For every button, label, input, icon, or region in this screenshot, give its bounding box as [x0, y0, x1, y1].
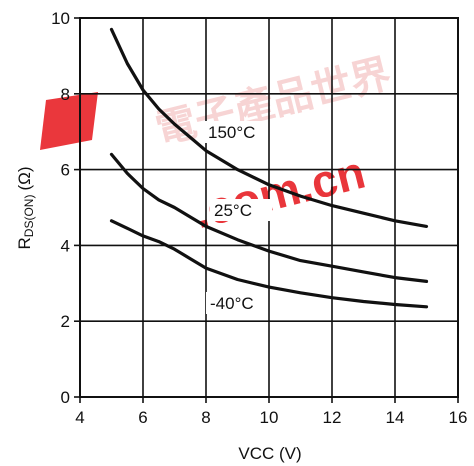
y-tick-label: 6	[61, 161, 70, 180]
series-layer	[109, 27, 429, 309]
y-axis-label-unit: (Ω)	[15, 167, 34, 191]
x-tick-label: 6	[138, 408, 147, 427]
y-axis-label-main: R	[15, 237, 34, 249]
series-label-bg	[204, 121, 266, 143]
series-label-bg	[210, 199, 272, 221]
x-tick-label: 14	[386, 408, 405, 427]
x-tick-label: 4	[75, 408, 84, 427]
series-line-2	[109, 219, 429, 309]
y-axis-label-subscript: DS(ON)	[22, 195, 36, 238]
series-label: 150°C	[208, 123, 255, 142]
series-line-1	[109, 152, 429, 283]
series-line-0	[109, 27, 429, 228]
series-label: 25°C	[214, 201, 252, 220]
y-axis-label: RDS(ON) (Ω)	[15, 167, 36, 250]
series-label: -40°C	[210, 294, 254, 313]
x-tick-label: 16	[449, 408, 468, 427]
watermark-logo-mark	[40, 92, 98, 150]
x-axis-label: VCC (V)	[238, 444, 301, 463]
plot-area	[79, 17, 459, 398]
series-labels: 150°C 25°C -40°C	[204, 121, 272, 314]
y-tick-label: 10	[51, 9, 70, 28]
x-tick-label: 10	[260, 408, 279, 427]
y-tick-label: 0	[61, 388, 70, 407]
x-tick-label: 12	[323, 408, 342, 427]
y-tick-label: 4	[61, 236, 70, 255]
tick-labels: 4 6 8 10 12 14 16 0 2 4 6 8 10	[51, 9, 467, 427]
x-tick-label: 8	[201, 408, 210, 427]
y-tick-label: 2	[61, 312, 70, 331]
series-label-bg	[206, 292, 268, 314]
y-tick-label: 8	[61, 85, 70, 104]
